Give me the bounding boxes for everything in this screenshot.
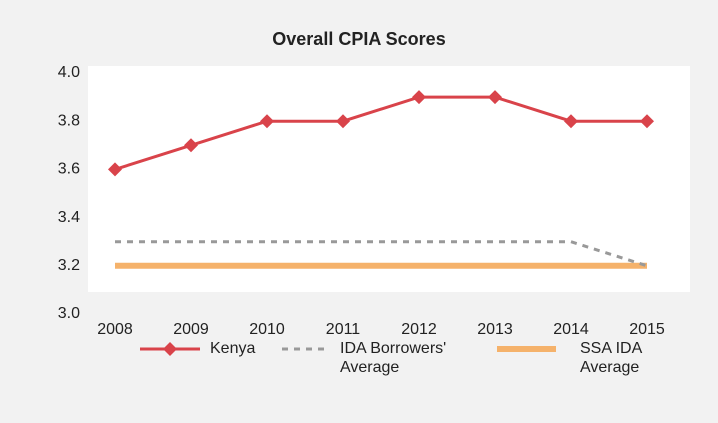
y-tick-label: 3.6 — [58, 161, 80, 178]
y-tick-label: 3.0 — [58, 305, 80, 322]
marker — [412, 90, 426, 105]
x-tick-label: 2009 — [173, 321, 209, 338]
y-tick-label: 3.8 — [58, 112, 80, 129]
marker — [108, 162, 122, 177]
x-tick-label: 2014 — [553, 321, 589, 338]
legend-label: Kenya — [210, 340, 256, 357]
x-tick-label: 2011 — [326, 321, 361, 338]
marker — [184, 138, 198, 153]
plot-background — [88, 66, 690, 292]
marker — [488, 90, 502, 105]
marker — [564, 114, 578, 129]
legend-marker — [163, 342, 177, 356]
marker — [260, 114, 274, 129]
x-tick-label: 2013 — [477, 321, 513, 338]
legend-label: IDA Borrowers' Average — [340, 340, 447, 376]
y-tick-label: 3.4 — [58, 209, 80, 226]
series-line — [115, 240, 648, 268]
chart-title: Overall CPIA Scores — [272, 29, 445, 49]
x-tick-label: 2008 — [97, 321, 133, 338]
series-line — [114, 95, 647, 171]
y-tick-label: 4.0 — [58, 64, 80, 81]
legend-label: SSA IDA Average — [580, 340, 642, 376]
x-tick-label: 2015 — [629, 321, 665, 338]
x-tick-label: 2012 — [401, 321, 437, 338]
x-tick-label: 2010 — [249, 321, 285, 338]
marker — [640, 114, 654, 129]
y-tick-label: 3.2 — [58, 257, 80, 274]
marker — [336, 114, 350, 129]
